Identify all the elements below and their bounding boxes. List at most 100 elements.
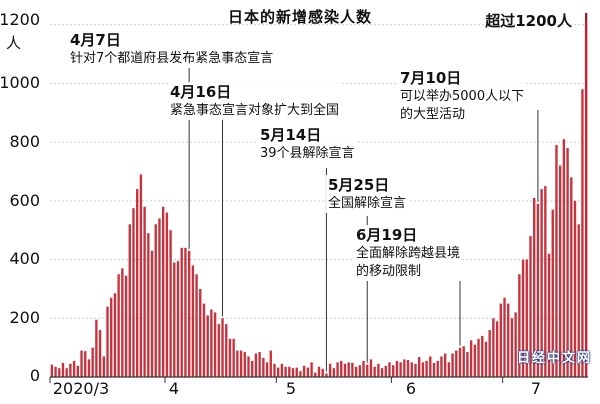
bar	[414, 363, 417, 377]
bar	[492, 318, 495, 377]
annotation-text: 的移动限制	[356, 264, 422, 279]
bar	[291, 368, 295, 377]
bar	[343, 363, 347, 377]
y-tick-label: 600	[9, 191, 40, 210]
bar	[417, 357, 421, 377]
bar	[533, 197, 536, 377]
bar	[469, 340, 473, 377]
bar	[302, 365, 306, 377]
bar	[121, 268, 124, 377]
bar	[321, 368, 324, 377]
bar	[481, 335, 484, 377]
bar	[102, 356, 105, 377]
bar	[299, 371, 302, 377]
bar	[544, 186, 547, 377]
y-tick-label: 0	[29, 366, 40, 385]
bar	[455, 350, 458, 377]
bar	[87, 359, 91, 377]
bar	[161, 206, 165, 377]
bar	[106, 306, 109, 377]
bar	[239, 350, 243, 377]
bar	[262, 357, 265, 377]
bar	[373, 366, 376, 377]
bar	[225, 324, 228, 377]
bar	[276, 367, 280, 377]
bar	[577, 224, 580, 377]
watermark-logo: 日经中文网	[516, 351, 592, 366]
bar	[199, 288, 202, 377]
bar	[254, 353, 258, 377]
bar	[518, 274, 521, 377]
bar	[132, 208, 135, 377]
bar	[72, 360, 76, 377]
bar	[536, 203, 540, 377]
bar	[581, 89, 584, 377]
bar	[551, 209, 554, 377]
bar	[284, 366, 287, 377]
chart-title: 日本的新增感染人数	[227, 8, 372, 26]
bar	[406, 359, 410, 377]
y-tick-label: 200	[9, 308, 40, 327]
bar	[136, 189, 139, 377]
bar	[555, 145, 558, 377]
bar	[124, 275, 128, 377]
annotation-date: 6月19日	[356, 226, 418, 244]
bar	[362, 360, 365, 377]
annotation-date: 5月14日	[260, 126, 322, 144]
annotation-text: 紧急事态宣言对象扩大到全国	[170, 103, 340, 118]
bar	[351, 362, 354, 377]
bar	[206, 315, 209, 377]
bar	[399, 362, 402, 377]
bar	[521, 259, 525, 377]
bar	[158, 218, 161, 377]
bar	[180, 247, 183, 377]
bar	[265, 362, 269, 377]
bar	[232, 338, 235, 377]
bar	[306, 367, 310, 377]
bar	[258, 352, 261, 377]
y-unit-label: 人	[6, 34, 22, 52]
annotation-apr7: 4月7日 针对7个都道府县发布紧急事态宣言	[68, 30, 276, 68]
bar	[540, 189, 543, 377]
x-tick-label: 7	[530, 379, 542, 398]
bar	[425, 360, 428, 377]
bar	[117, 274, 120, 377]
y-tick-label: 400	[9, 249, 40, 268]
bar	[525, 259, 528, 377]
bar	[317, 366, 321, 377]
annotation-apr16: 4月16日 紧急事态宣言对象扩大到全国	[168, 82, 342, 120]
bar	[377, 363, 380, 377]
bar	[573, 200, 577, 377]
bar	[366, 364, 369, 377]
bar	[80, 350, 83, 377]
bar	[202, 303, 206, 377]
annotation-text: 针对7个都道府县发布紧急事态宣言	[70, 51, 274, 66]
y-tick-label: 800	[9, 132, 40, 151]
annotation-date: 7月10日	[400, 69, 462, 87]
bar	[566, 147, 569, 377]
bar	[336, 362, 339, 377]
bar	[187, 250, 191, 377]
bar	[369, 359, 373, 377]
bar	[91, 347, 94, 377]
peak-annotation: 超过1200人	[485, 12, 572, 30]
bar	[143, 206, 146, 377]
annotation-jul10: 7月10日 可以举办5000人以下 的大型活动	[398, 68, 527, 124]
bar	[69, 363, 72, 377]
bar	[477, 338, 480, 377]
bar	[384, 365, 387, 377]
bar	[458, 347, 462, 377]
bar	[447, 362, 451, 377]
x-tick-label: 5	[285, 379, 297, 398]
bar	[210, 309, 213, 377]
annotation-text: 全面解除跨越县境	[356, 246, 461, 261]
bar	[503, 297, 506, 377]
bar	[84, 351, 87, 377]
bar	[495, 321, 499, 377]
annotation-text: 可以举办5000人以下	[400, 89, 525, 104]
bar	[392, 365, 395, 377]
bar	[217, 324, 221, 377]
bar	[314, 372, 317, 377]
bar	[228, 338, 232, 377]
